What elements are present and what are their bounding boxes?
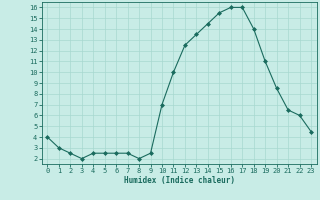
X-axis label: Humidex (Indice chaleur): Humidex (Indice chaleur)	[124, 176, 235, 185]
